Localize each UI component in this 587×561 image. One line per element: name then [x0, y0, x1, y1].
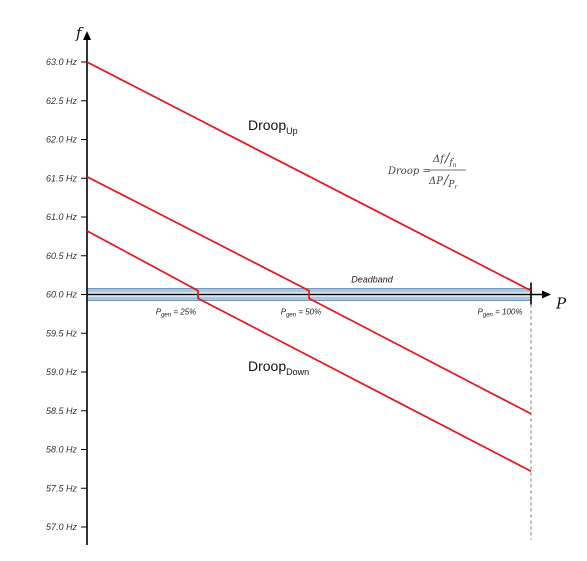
pgen-label: Pgen = 50%: [281, 308, 322, 319]
y-tick-label: 62.5 Hz: [46, 96, 78, 106]
droop-line-3: [86, 230, 532, 472]
y-tick-label: 61.5 Hz: [46, 173, 78, 183]
droop-formula: Droop =Δf/fn ΔP/Pr: [387, 151, 466, 191]
y-axis-name: f: [75, 24, 84, 42]
pgen-label: Pgen = 25%: [156, 308, 197, 319]
svg-text:Δf/fn: Δf/fn: [432, 151, 457, 169]
x-axis-name: P: [555, 295, 567, 313]
y-tick-label: 57.5 Hz: [46, 483, 78, 493]
deadband-label: Deadband: [351, 275, 394, 285]
svg-text:Droop =: Droop =: [387, 166, 431, 177]
svg-text:ΔP/Pr: ΔP/Pr: [428, 173, 458, 191]
droop-line-1: [86, 61, 532, 292]
y-axis-arrow: [83, 31, 91, 40]
y-tick-label: 63.0 Hz: [46, 57, 78, 67]
y-tick-label: 61.0 Hz: [46, 212, 78, 222]
droop-down-label: DroopDown: [248, 358, 309, 377]
pgen-label: Pgen = 100%: [478, 308, 523, 319]
y-tick-label: 57.0 Hz: [46, 522, 78, 532]
y-tick-label: 60.0 Hz: [46, 290, 78, 300]
y-tick-label: 62.0 Hz: [46, 135, 78, 145]
y-tick-label: 59.5 Hz: [46, 328, 78, 338]
droop-line-2: [86, 175, 532, 415]
y-tick-label: 60.5 Hz: [46, 251, 78, 261]
x-axis-arrow: [542, 290, 551, 299]
y-tick-label: 58.5 Hz: [46, 406, 78, 416]
y-tick-label: 58.0 Hz: [46, 445, 78, 455]
droop-up-label: DroopUp: [248, 117, 298, 136]
y-tick-label: 59.0 Hz: [46, 367, 78, 377]
